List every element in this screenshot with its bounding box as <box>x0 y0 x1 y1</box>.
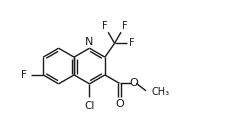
Text: F: F <box>129 38 135 48</box>
Text: N: N <box>85 37 94 47</box>
Text: F: F <box>122 21 128 31</box>
Text: Cl: Cl <box>84 101 95 111</box>
Text: O: O <box>129 78 138 88</box>
Text: F: F <box>102 21 107 31</box>
Text: F: F <box>21 70 27 80</box>
Text: CH₃: CH₃ <box>152 87 170 97</box>
Text: O: O <box>115 99 124 109</box>
